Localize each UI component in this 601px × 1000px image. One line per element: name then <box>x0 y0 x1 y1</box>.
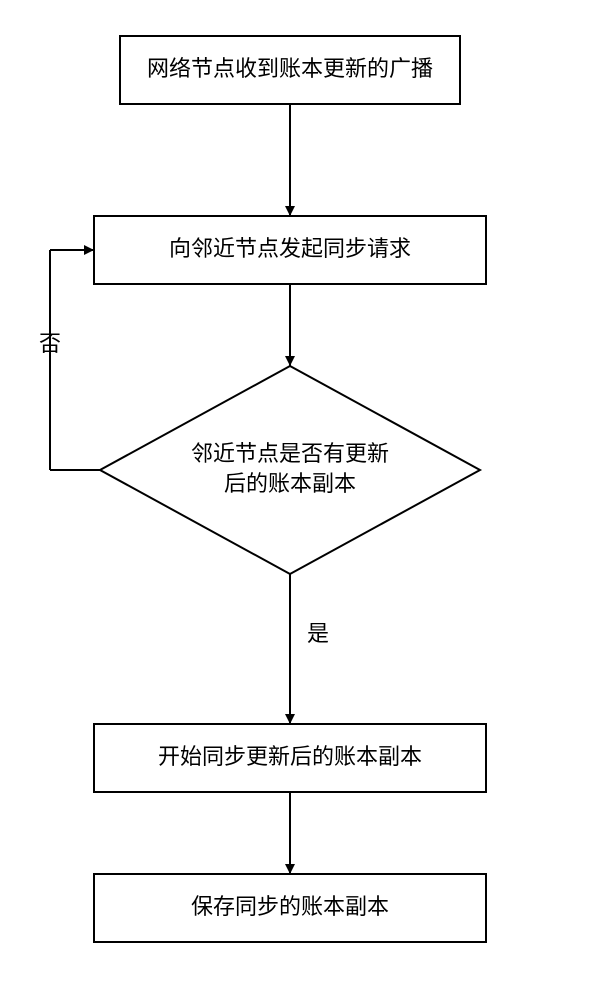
edge-label-no: 否 <box>39 331 61 356</box>
node-send-sync-request: 向邻近节点发起同步请求 <box>94 216 486 284</box>
node-receive-broadcast-label: 网络节点收到账本更新的广播 <box>147 56 433 81</box>
node-save-copy: 保存同步的账本副本 <box>94 874 486 942</box>
node-receive-broadcast: 网络节点收到账本更新的广播 <box>120 36 460 104</box>
node-send-sync-request-label: 向邻近节点发起同步请求 <box>169 236 411 261</box>
node-decision-line2: 后的账本副本 <box>224 471 356 496</box>
flowchart-canvas: 网络节点收到账本更新的广播 向邻近节点发起同步请求 邻近节点是否有更新 后的账本… <box>0 0 601 1000</box>
node-decision-has-copy: 邻近节点是否有更新 后的账本副本 <box>100 366 480 574</box>
edge-label-yes: 是 <box>307 621 329 646</box>
node-decision-line1: 邻近节点是否有更新 <box>191 441 389 466</box>
node-start-sync-label: 开始同步更新后的账本副本 <box>158 744 422 769</box>
node-start-sync: 开始同步更新后的账本副本 <box>94 724 486 792</box>
node-save-copy-label: 保存同步的账本副本 <box>191 894 389 919</box>
